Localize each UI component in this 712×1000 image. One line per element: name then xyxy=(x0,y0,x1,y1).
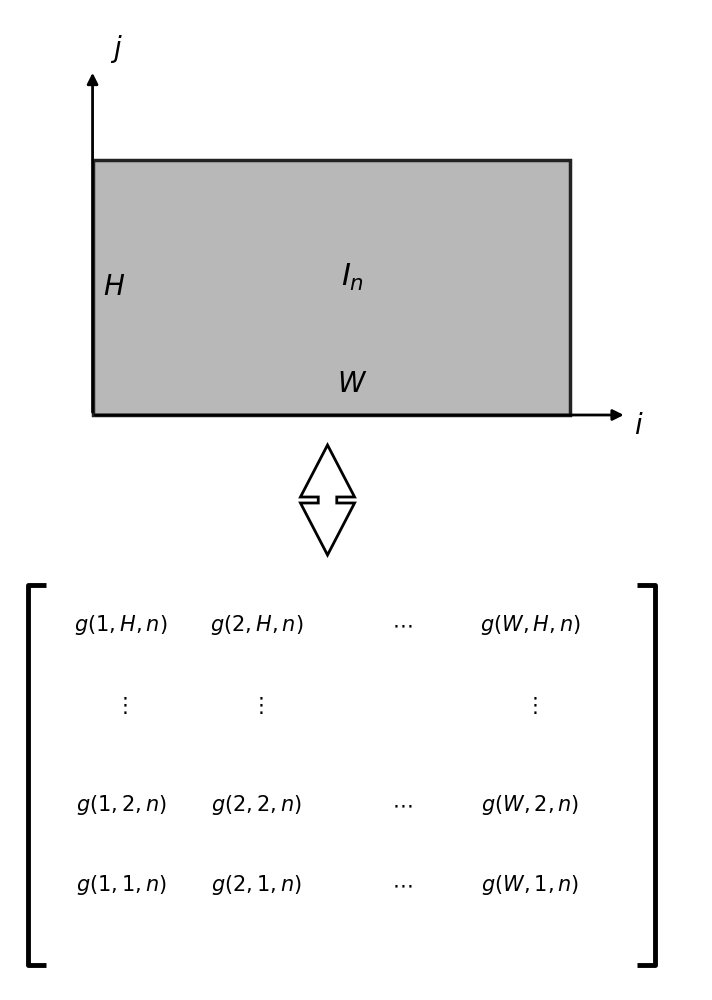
Bar xyxy=(93,160,570,415)
Text: $g(1,1,n)$: $g(1,1,n)$ xyxy=(75,873,167,897)
Text: $\cdots$: $\cdots$ xyxy=(392,795,412,815)
Text: $g(2,H,n)$: $g(2,H,n)$ xyxy=(209,613,303,637)
Text: $H$: $H$ xyxy=(103,274,125,301)
Text: $\vdots$: $\vdots$ xyxy=(115,694,127,716)
Text: $g(2,1,n)$: $g(2,1,n)$ xyxy=(211,873,302,897)
Text: $W$: $W$ xyxy=(337,371,367,398)
Text: $\vdots$: $\vdots$ xyxy=(524,694,537,716)
Text: $I_n$: $I_n$ xyxy=(341,262,364,293)
Text: $g(2,2,n)$: $g(2,2,n)$ xyxy=(211,793,302,817)
Text: $\cdots$: $\cdots$ xyxy=(392,875,412,895)
Text: $g(1,H,n)$: $g(1,H,n)$ xyxy=(74,613,168,637)
Text: $j$: $j$ xyxy=(110,33,123,65)
Text: $g(1,2,n)$: $g(1,2,n)$ xyxy=(75,793,167,817)
Text: $g(W,H,n)$: $g(W,H,n)$ xyxy=(480,613,581,637)
Polygon shape xyxy=(300,445,355,555)
Text: $\cdots$: $\cdots$ xyxy=(392,615,412,635)
Text: $g(W,1,n)$: $g(W,1,n)$ xyxy=(481,873,580,897)
Text: $g(W,2,n)$: $g(W,2,n)$ xyxy=(481,793,580,817)
Text: $\vdots$: $\vdots$ xyxy=(250,694,263,716)
Text: $i$: $i$ xyxy=(634,414,643,440)
